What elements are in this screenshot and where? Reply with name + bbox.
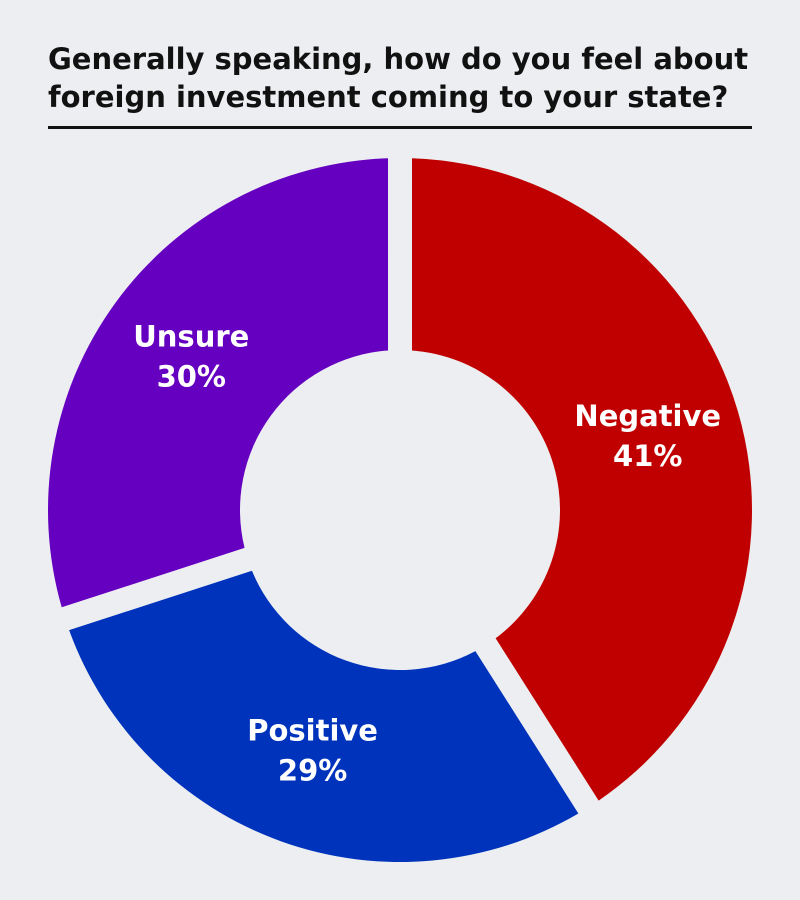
slice-label: Positive <box>247 714 378 748</box>
title-rule <box>48 126 752 129</box>
slice-label: Unsure <box>133 319 249 353</box>
slice-value: 29% <box>278 754 347 788</box>
donut-slice <box>69 570 579 862</box>
slice-label: Negative <box>574 399 721 433</box>
chart-title: Generally speaking, how do you feel abou… <box>48 42 749 114</box>
slice-value: 30% <box>157 359 226 393</box>
donut-slice <box>411 158 753 801</box>
donut-slice <box>47 158 389 608</box>
slice-value: 41% <box>613 439 682 473</box>
